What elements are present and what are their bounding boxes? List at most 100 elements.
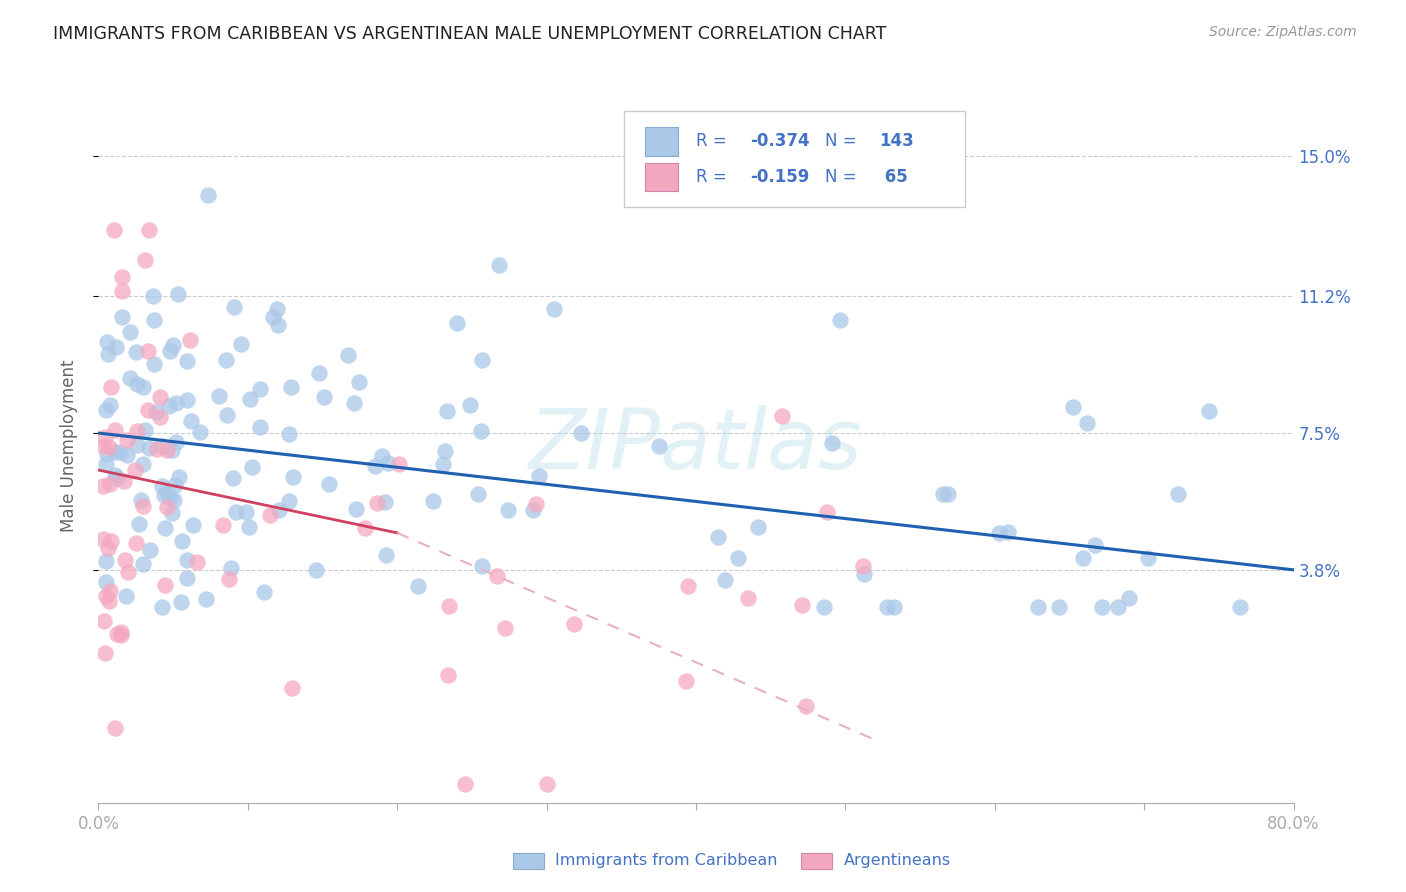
Point — [100, 583, 122, 598]
Point — [149, 390, 172, 404]
Text: Argentineans: Argentineans — [844, 854, 950, 868]
Point — [170, 533, 193, 548]
Point — [432, 457, 454, 471]
Point — [105, 340, 128, 354]
Point — [107, 626, 129, 640]
Point — [165, 434, 187, 449]
Point — [94, 554, 117, 568]
Point — [1167, 486, 1189, 500]
Point — [305, 563, 328, 577]
Point — [366, 496, 388, 510]
Point — [138, 223, 160, 237]
Point — [186, 556, 208, 570]
Point — [176, 393, 198, 408]
Point — [815, 505, 838, 519]
Point — [124, 463, 146, 477]
Point — [94, 647, 117, 661]
Point — [91, 532, 114, 546]
Point — [93, 614, 115, 628]
Point — [988, 526, 1011, 541]
Point — [131, 457, 153, 471]
Point — [104, 468, 127, 483]
Point — [1229, 599, 1251, 614]
Point — [997, 525, 1019, 540]
Point — [194, 592, 217, 607]
Point — [1107, 599, 1129, 614]
Point — [522, 502, 544, 516]
Point — [155, 578, 177, 592]
Point — [142, 313, 165, 327]
Point — [436, 668, 458, 682]
Point — [219, 561, 242, 575]
Point — [176, 571, 198, 585]
Point — [159, 491, 181, 505]
Point — [828, 313, 851, 327]
Point — [98, 399, 121, 413]
FancyBboxPatch shape — [624, 111, 965, 207]
Point — [179, 333, 201, 347]
Point — [707, 530, 730, 544]
Point — [208, 389, 231, 403]
Point — [408, 578, 430, 592]
Point — [127, 438, 149, 452]
Point — [100, 380, 122, 394]
Point — [159, 343, 181, 358]
Point — [494, 621, 516, 635]
Point — [436, 404, 458, 418]
Point — [159, 399, 181, 413]
Point — [111, 284, 134, 298]
Point — [1198, 404, 1220, 418]
Point — [387, 457, 409, 471]
Point — [240, 460, 263, 475]
Bar — [644, 162, 678, 191]
Point — [176, 354, 198, 368]
Point — [94, 403, 117, 417]
Point — [458, 399, 481, 413]
Point — [117, 565, 139, 579]
Point — [238, 520, 260, 534]
Point — [125, 377, 148, 392]
Point — [94, 457, 117, 471]
Point — [136, 402, 159, 417]
Point — [188, 425, 211, 440]
Point — [536, 777, 558, 791]
Point — [224, 300, 246, 314]
Point — [562, 617, 585, 632]
Point — [485, 569, 508, 583]
Point — [118, 325, 141, 339]
Point — [454, 777, 477, 791]
Point — [212, 518, 235, 533]
Point — [197, 187, 219, 202]
Point — [343, 396, 366, 410]
Point — [156, 486, 179, 500]
Point — [165, 396, 187, 410]
Point — [139, 543, 162, 558]
Point — [422, 494, 444, 508]
Point — [145, 405, 167, 419]
Point — [136, 343, 159, 358]
Point — [114, 553, 136, 567]
Point — [932, 486, 955, 500]
Text: -0.159: -0.159 — [749, 168, 808, 186]
Point — [128, 517, 150, 532]
Point — [111, 270, 134, 285]
Point — [96, 447, 118, 461]
Point — [1136, 551, 1159, 566]
Point — [138, 442, 160, 456]
Point — [180, 414, 202, 428]
Point — [93, 430, 115, 444]
Text: Source: ZipAtlas.com: Source: ZipAtlas.com — [1209, 25, 1357, 39]
Point — [94, 589, 117, 603]
Point — [1026, 599, 1049, 614]
Point — [125, 536, 148, 550]
Point — [281, 470, 304, 484]
Point — [266, 301, 288, 316]
Point — [91, 479, 114, 493]
Point — [97, 541, 120, 556]
Point — [770, 409, 793, 424]
Point — [96, 335, 118, 350]
Text: -0.374: -0.374 — [749, 132, 810, 150]
Point — [1062, 400, 1084, 414]
Point — [225, 505, 247, 519]
Point — [498, 502, 520, 516]
